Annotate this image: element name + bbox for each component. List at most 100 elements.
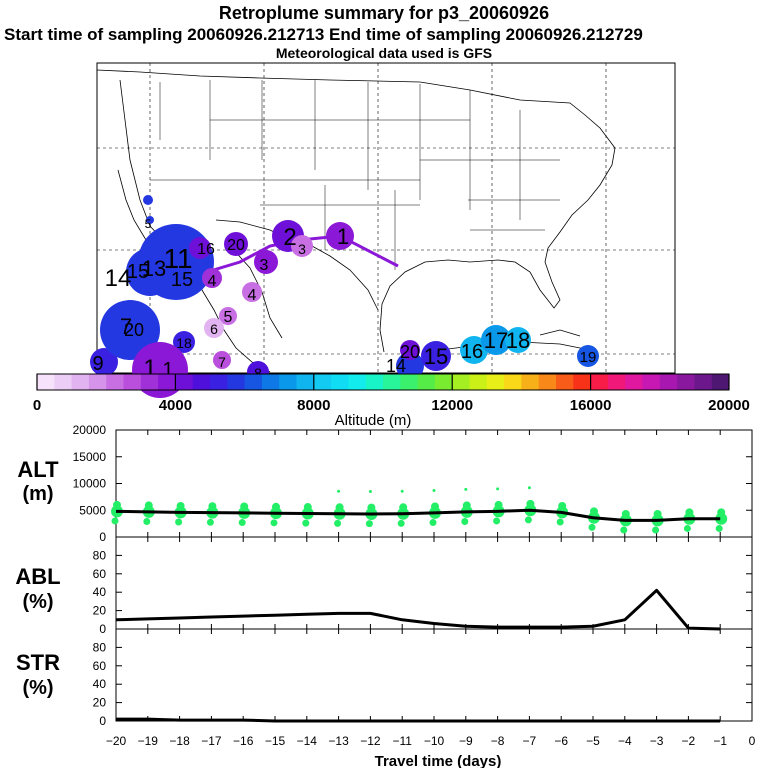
abl-title: ABL xyxy=(15,564,60,589)
alt-particle-dot xyxy=(653,509,662,518)
colorbar-swatch xyxy=(590,374,609,390)
colorbar-swatch xyxy=(607,374,626,390)
plume-day-label: 1 xyxy=(337,224,349,249)
plume-circle xyxy=(254,250,278,274)
colorbar-swatch xyxy=(192,374,211,390)
alt-particle-dot xyxy=(337,489,341,493)
plume-day-label: 20 xyxy=(400,342,420,362)
plume-circle xyxy=(202,268,222,288)
alt-ytick-label: 20000 xyxy=(73,423,107,437)
colorbar-swatch xyxy=(140,374,159,390)
plume-circle xyxy=(219,307,237,325)
plume-day-label: 15 xyxy=(127,261,149,283)
alt-particle-dot xyxy=(368,490,372,494)
str-ytick-label: 20 xyxy=(93,696,107,710)
alt-particle-dot xyxy=(365,520,373,528)
colorbar-tick-label: 20000 xyxy=(708,397,750,414)
str-series-line xyxy=(116,717,721,723)
plume-day-label: 19 xyxy=(580,349,597,366)
colorbar-tick-label: 12000 xyxy=(431,397,473,414)
alt-particle-dot xyxy=(302,519,310,527)
alt-particle-dot xyxy=(527,486,531,490)
colorbar-swatch xyxy=(383,374,401,390)
abl-series-line xyxy=(115,588,721,631)
plume-circle xyxy=(481,325,511,355)
plume-circle xyxy=(577,345,599,367)
plume-circle xyxy=(126,248,174,296)
alt-particle-dot xyxy=(431,502,439,511)
plume-circle xyxy=(224,232,248,256)
plume-circle xyxy=(90,348,118,376)
plume-circle xyxy=(291,235,313,257)
str-title: STR xyxy=(16,650,60,675)
plume-day-label: 5 xyxy=(224,309,233,326)
alt-particle-dot xyxy=(715,524,723,532)
alt-particle-dot xyxy=(240,502,249,511)
alt-particle-dot xyxy=(526,499,535,508)
colorbar-swatch xyxy=(694,374,713,390)
x-tick-label: −10 xyxy=(424,734,445,748)
str-units: (%) xyxy=(22,677,53,699)
plume-circle xyxy=(421,341,451,371)
colorbar-tick-label: 8000 xyxy=(297,397,330,414)
plume-circle xyxy=(396,352,424,380)
x-tick-label: −13 xyxy=(328,734,349,748)
colorbar-swatch xyxy=(486,374,505,390)
map-frame xyxy=(96,62,676,374)
colorbar-tick-label: 16000 xyxy=(570,397,612,414)
str-ytick-label: 60 xyxy=(93,659,107,673)
alt-particle-dot xyxy=(270,519,278,527)
alt-title: ALT xyxy=(17,457,59,482)
x-tick-label: −20 xyxy=(106,734,127,748)
plume-circle xyxy=(100,300,160,360)
plume-circle xyxy=(189,237,211,259)
plume-day-label: 3 xyxy=(298,241,306,257)
colorbar-swatch xyxy=(244,374,263,390)
alt-particle-dot xyxy=(590,507,598,516)
abl-units: (%) xyxy=(22,591,53,613)
plume-day-label: 18 xyxy=(176,335,192,351)
plume-day-label: 17 xyxy=(484,328,508,353)
alt-particle-dot xyxy=(620,526,628,534)
colorbar-swatch xyxy=(711,374,730,390)
colorbar-swatch xyxy=(538,374,557,390)
colorbar-swatch xyxy=(106,374,124,390)
colorbar-swatch xyxy=(348,374,367,390)
alt-particle-dot xyxy=(524,516,532,524)
plume-day-label: 13 xyxy=(142,256,166,281)
plume-day-label: 20 xyxy=(227,237,245,254)
x-tick-label: 0 xyxy=(749,734,756,748)
plume-circle xyxy=(173,331,195,353)
x-tick-label: −14 xyxy=(297,734,318,748)
plume-day-label: 7 xyxy=(218,354,226,370)
abl-ytick-label: 20 xyxy=(93,604,107,618)
alt-particle-dot xyxy=(144,501,153,510)
met-data-note: Meteorological data used is GFS xyxy=(275,45,493,61)
colorbar-swatch xyxy=(261,374,280,390)
colorbar-swatch xyxy=(88,374,107,390)
colorbar-swatch xyxy=(331,374,349,390)
x-tick-label: −18 xyxy=(169,734,190,748)
colorbar-swatch xyxy=(71,374,90,390)
colorbar-swatch xyxy=(279,374,297,390)
alt-particle-dot xyxy=(496,487,500,491)
colorbar-swatch xyxy=(452,374,470,390)
plume-day-label: 15 xyxy=(171,269,193,291)
colorbar-swatch xyxy=(642,374,661,390)
alt-ytick-label: 0 xyxy=(99,530,106,544)
x-tick-label: −11 xyxy=(392,734,412,748)
x-tick-label: −6 xyxy=(554,734,568,748)
alt-particle-dot xyxy=(111,517,119,525)
x-tick-label: −15 xyxy=(265,734,286,748)
alt-particle-dot xyxy=(367,503,376,512)
str-panel-frame xyxy=(115,628,753,722)
alt-particle-dot xyxy=(717,508,726,517)
plume-day-label: 3 xyxy=(260,257,269,274)
chart-title: Retroplume summary for p3_20060926 xyxy=(218,3,550,23)
alt-particle-dot xyxy=(652,526,660,534)
colorbar-swatch xyxy=(123,374,142,390)
plume-circle xyxy=(143,195,153,205)
plume-circle xyxy=(326,222,354,250)
